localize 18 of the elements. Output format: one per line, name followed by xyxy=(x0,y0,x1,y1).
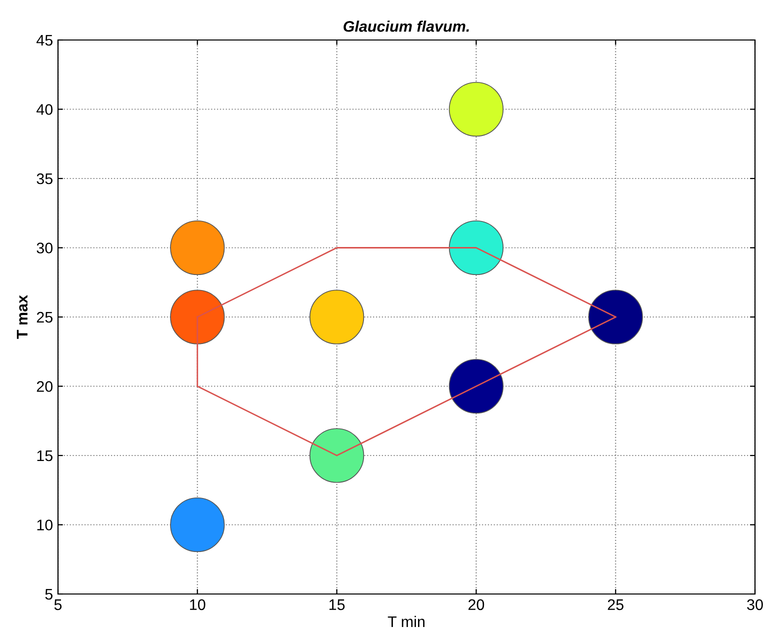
y-tick-label: 30 xyxy=(36,242,53,254)
x-axis-title: T min xyxy=(388,616,424,627)
x-tick-label: 5 xyxy=(54,599,62,610)
y-tick-label: 20 xyxy=(36,381,53,392)
x-tick-label: 15 xyxy=(329,599,345,610)
x-tick-label: 25 xyxy=(608,599,624,610)
y-tick-label: 45 xyxy=(36,35,52,46)
y-tick-label: 25 xyxy=(36,312,52,323)
y-axis-title: T max xyxy=(16,295,28,339)
y-tick-label: 40 xyxy=(36,104,53,115)
x-tick-label: 30 xyxy=(747,599,763,610)
y-tick-label: 5 xyxy=(45,589,52,600)
x-tick-label: 10 xyxy=(190,599,206,610)
y-tick-label: 35 xyxy=(36,173,52,184)
y-tick-label: 15 xyxy=(37,450,52,462)
chart-title: Glaucium flavum. xyxy=(344,20,469,32)
x-tick-label: 20 xyxy=(468,599,484,610)
y-tick-label: 10 xyxy=(37,520,53,530)
